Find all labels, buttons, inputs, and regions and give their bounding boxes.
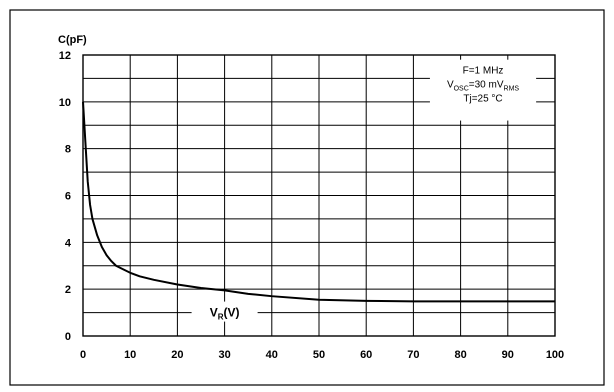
x-axis-title: VR(V)	[191, 301, 258, 322]
y-tick-label: 6	[65, 191, 71, 203]
y-tick-label: 8	[65, 144, 71, 156]
x-tick-label: 90	[502, 349, 514, 361]
x-tick-label: 50	[313, 349, 325, 361]
annotation-background	[429, 59, 537, 121]
x-axis-title-text: VR(V)	[210, 306, 240, 322]
x-tick-label: 10	[124, 349, 136, 361]
x-tick-label: 0	[80, 349, 86, 361]
series-layer	[82, 101, 555, 303]
y-tick-label: 4	[65, 237, 72, 249]
y-tick-label: 2	[65, 284, 71, 296]
x-tick-label: 60	[360, 349, 372, 361]
x-axis-title-background	[191, 301, 258, 322]
x-tick-label: 80	[454, 349, 466, 361]
x-tick-label: 40	[266, 349, 278, 361]
x-tick-label: 20	[171, 349, 183, 361]
x-tick-label: 30	[218, 349, 230, 361]
capacitance-curve	[82, 101, 555, 303]
tick-labels: 0 10 20 30 40 50 60 70 80 90 100 0 2 4 6 8 10 12	[59, 50, 564, 361]
y-tick-label: 12	[59, 50, 71, 62]
annotation-line: VOSC=30 mVRMS	[447, 80, 519, 93]
x-tick-label: 70	[407, 349, 419, 361]
x-tick-label: 100	[546, 349, 564, 361]
y-tick-label: 0	[65, 331, 71, 343]
plot-border	[82, 54, 556, 337]
y-tick-label: 10	[59, 97, 71, 109]
y-axis-title: C(pF)	[58, 34, 87, 46]
annotation-line: Tj=25 °C	[463, 94, 502, 105]
annotation-line: F=1 MHz	[463, 66, 504, 77]
